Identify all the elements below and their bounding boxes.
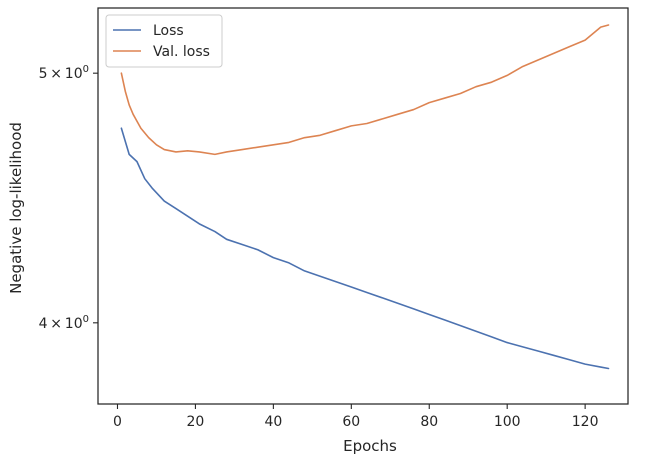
plot-frame [97, 7, 629, 405]
x-axis-label: Epochs [343, 437, 397, 455]
y-tick-label: 5 × 100 [39, 64, 89, 82]
x-tick-label: 60 [342, 414, 360, 430]
y-axis-label: Negative log-likelihood [7, 122, 25, 294]
series-line-loss [120, 127, 610, 370]
legend: Loss Val. loss [105, 14, 223, 68]
series-layer [120, 24, 610, 370]
x-tick-label: 40 [264, 414, 282, 430]
legend-label-loss: Loss [153, 23, 184, 39]
x-tick-label: 20 [187, 414, 205, 430]
legend-label-val-loss: Val. loss [153, 44, 210, 60]
series-line-val-loss [120, 24, 610, 156]
x-tick-label: 0 [113, 414, 122, 430]
y-ticks: 4 × 100 5 × 100 [39, 64, 98, 332]
legend-box [105, 14, 223, 68]
x-ticks: 0 20 40 60 80 100 120 [113, 404, 598, 430]
x-tick-label: 100 [494, 414, 521, 430]
x-tick-label: 80 [420, 414, 438, 430]
x-tick-label: 120 [572, 414, 599, 430]
y-tick-label: 4 × 100 [39, 314, 89, 332]
